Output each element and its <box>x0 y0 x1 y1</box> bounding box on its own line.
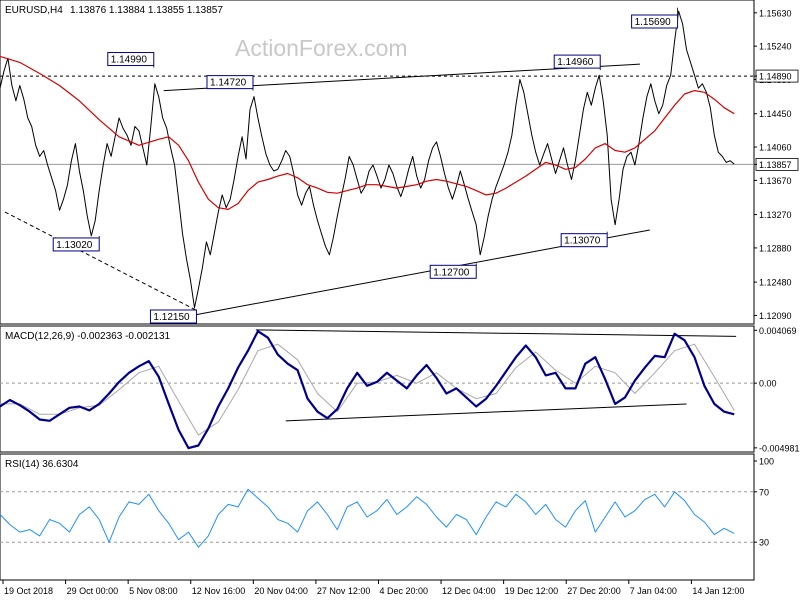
time-tick-label: 7 Jan 04:00 <box>630 586 677 596</box>
annotation-label: 1.12150 <box>153 312 190 323</box>
time-tick-label: 5 Nov 08:00 <box>129 586 178 596</box>
annotation-label: 1.14720 <box>210 78 247 89</box>
annotation-box <box>560 233 608 248</box>
macd-axis: 0.004069 0.00 -0.004981 <box>754 326 800 453</box>
rsi-tick-label: 30 <box>759 538 769 548</box>
annotation-label: 1.14990 <box>111 55 148 66</box>
price-tick-label: 1.15240 <box>759 42 792 52</box>
price-reference-lines <box>0 75 754 165</box>
time-tick-label: 19 Oct 2018 <box>4 586 53 596</box>
time-tick-label: 20 Nov 04:00 <box>254 586 308 596</box>
rsi-series <box>0 488 735 548</box>
dashed-trendline <box>4 211 197 311</box>
time-tick-label: 14 Jan 12:00 <box>692 586 744 596</box>
annotation-box <box>206 75 254 90</box>
time-tick-label: 4 Dec 20:00 <box>379 586 428 596</box>
symbol-label: EURUSD,H4 <box>5 5 63 16</box>
annotation-label: 1.14960 <box>557 57 594 68</box>
annotation-box <box>631 14 679 29</box>
time-tick-label: 12 Nov 16:00 <box>192 586 246 596</box>
macd-series <box>0 330 735 450</box>
watermark: ActionForex.com <box>235 35 408 61</box>
current-price-label: 1.13857 <box>759 160 792 170</box>
price-tick-label: 1.15630 <box>759 8 792 18</box>
annotation-label: 1.13020 <box>56 240 93 251</box>
price-axis: 1.156301.152401.148501.144501.140601.136… <box>754 8 799 321</box>
price-tick-label: 1.12090 <box>759 311 792 321</box>
rsi-axis: 100 70 30 <box>754 457 774 548</box>
rsi-line <box>0 488 735 548</box>
macd-tick-label: 0.00 <box>759 379 777 389</box>
price-line <box>0 10 735 309</box>
rsi-title: RSI(14) 36.6304 <box>5 459 79 470</box>
macd-tick-label: -0.004981 <box>759 443 800 453</box>
annotation-box <box>149 309 197 324</box>
price-annotations: 1.14990 1.14720 1.13020 1.12150 1.12700 1.149… <box>52 7 679 324</box>
price-tick-label: 1.12480 <box>759 278 792 288</box>
macd-trendlines <box>0 329 754 422</box>
price-tick-label: 1.12880 <box>759 243 792 253</box>
rsi-tick-label: 100 <box>759 457 774 467</box>
annotation-box <box>429 264 477 279</box>
annotation-box <box>52 237 100 252</box>
annotation-label: 1.15690 <box>635 17 672 28</box>
time-tick-label: 27 Nov 12:00 <box>317 586 371 596</box>
price-panel-frame <box>0 0 755 325</box>
macd-trendline <box>285 403 687 422</box>
macd-title: MACD(12,26,9) -0.002363 -0.002131 <box>5 331 171 342</box>
macd-trendline <box>255 329 737 337</box>
price-panel: ActionForex.com EURUSD,H4 1.13876 1.1388… <box>0 0 755 325</box>
annotation-label: 1.12700 <box>433 267 470 278</box>
time-tick-label: 12 Dec 04:00 <box>442 586 496 596</box>
rsi-tick-label: 70 <box>759 487 769 497</box>
annotation-box <box>553 54 601 69</box>
macd-tick-label: 0.004069 <box>759 326 797 336</box>
macd-signal-line <box>0 343 735 436</box>
macd-panel: MACD(12,26,9) -0.002363 -0.002131 <box>0 325 755 453</box>
time-tick-label: 29 Oct 00:00 <box>67 586 119 596</box>
moving-average-line <box>0 55 735 210</box>
time-tick-label: 19 Dec 12:00 <box>505 586 559 596</box>
macd-line <box>0 330 735 450</box>
price-tick-label: 1.14060 <box>759 143 792 153</box>
macd-panel-frame <box>0 325 755 453</box>
price-tick-label: 1.13670 <box>759 176 792 186</box>
price-tick-label: 1.14450 <box>759 109 792 119</box>
annotation-label: 1.13070 <box>564 236 601 247</box>
time-tick-label: 27 Dec 20:00 <box>567 586 621 596</box>
time-axis: 19 Oct 2018 29 Oct 00:00 5 Nov 08:00 12 Nov… <box>0 579 754 596</box>
price-series <box>0 10 735 309</box>
annotation-box <box>107 52 155 67</box>
ohlc-label: 1.13876 1.13884 1.13855 1.13857 <box>70 5 223 16</box>
reference-level-label: 1.14890 <box>759 72 792 82</box>
price-tick-label: 1.13270 <box>759 210 792 220</box>
